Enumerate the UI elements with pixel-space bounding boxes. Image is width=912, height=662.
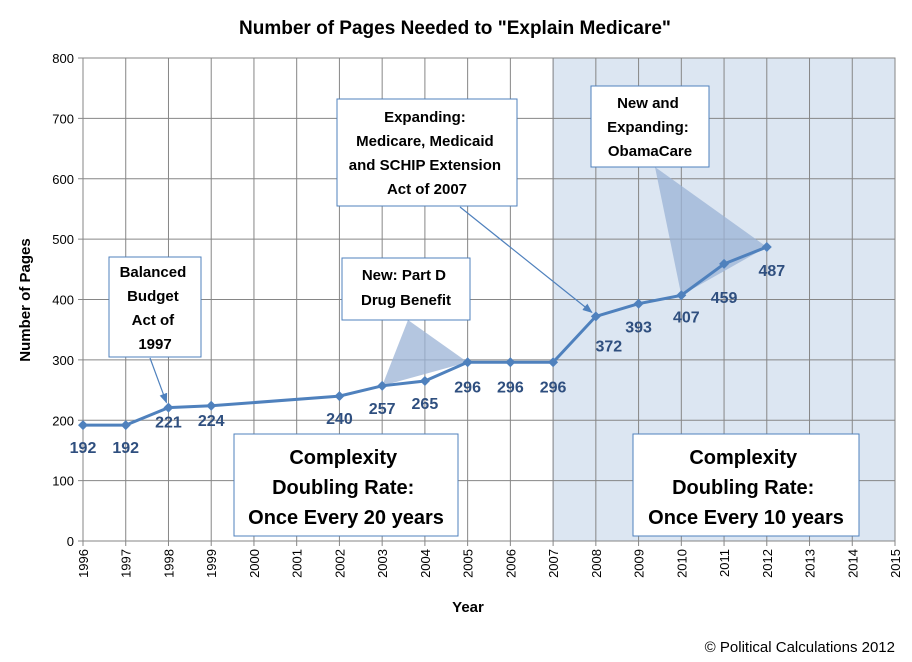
data-label: 240 bbox=[326, 411, 353, 428]
x-tick-label: 2008 bbox=[589, 549, 604, 578]
data-point bbox=[163, 402, 174, 413]
data-point bbox=[505, 357, 516, 368]
x-tick-label: 2009 bbox=[632, 549, 647, 578]
callout-part-d-text: New: Part D Drug Benefit bbox=[361, 267, 451, 309]
doubling-box-20-years-text: Complexity Doubling Rate: Once Every 20 … bbox=[248, 447, 444, 529]
x-axis-ticks: 1996 1997 1998 1999 2000 2001 2002 2003 2004 2005… bbox=[76, 541, 903, 578]
callout-schip-text: Expanding: Medicare, Medicaid and SCHIP … bbox=[349, 109, 505, 198]
y-axis-label: Number of Pages bbox=[17, 238, 34, 361]
data-point bbox=[719, 258, 730, 269]
data-label: 192 bbox=[112, 440, 139, 457]
y-tick-label: 200 bbox=[52, 413, 74, 428]
x-tick-label: 2007 bbox=[546, 549, 561, 578]
data-point bbox=[548, 357, 559, 368]
data-point bbox=[761, 241, 772, 252]
x-tick-label: 2011 bbox=[717, 549, 732, 577]
x-tick-label: 2002 bbox=[332, 549, 347, 578]
x-tick-label: 2014 bbox=[845, 549, 860, 578]
callout-balanced-budget: Balanced Budget Act of 1997 bbox=[108, 256, 202, 358]
y-tick-label: 100 bbox=[52, 474, 74, 489]
x-tick-label: 1998 bbox=[161, 549, 176, 578]
data-point bbox=[206, 400, 217, 411]
y-axis-ticks: 0 100 200 300 400 500 600 700 800 bbox=[52, 51, 83, 549]
chart-title: Number of Pages Needed to "Explain Medic… bbox=[239, 18, 671, 39]
y-tick-label: 0 bbox=[67, 534, 74, 549]
data-label: 372 bbox=[595, 338, 622, 355]
callout-schip: Expanding: Medicare, Medicaid and SCHIP … bbox=[336, 98, 518, 207]
partd-callout-wedge bbox=[382, 320, 468, 386]
data-point bbox=[462, 357, 473, 368]
x-tick-label: 2004 bbox=[418, 549, 433, 578]
x-tick-label: 1999 bbox=[204, 549, 219, 578]
data-label: 265 bbox=[412, 396, 439, 413]
callout-obamacare: New and Expanding: ObamaCare bbox=[590, 85, 710, 168]
x-tick-label: 1996 bbox=[76, 549, 91, 578]
y-tick-label: 800 bbox=[52, 51, 74, 66]
x-tick-label: 2001 bbox=[290, 549, 305, 578]
data-points bbox=[78, 241, 772, 431]
data-label: 296 bbox=[540, 379, 567, 396]
x-tick-label: 1997 bbox=[119, 549, 134, 578]
data-label: 224 bbox=[198, 413, 225, 430]
balanced-budget-arrow bbox=[149, 357, 168, 404]
x-axis-label: Year bbox=[452, 599, 484, 616]
doubling-box-10-years-text: Complexity Doubling Rate: Once Every 10 … bbox=[648, 447, 844, 529]
y-tick-label: 700 bbox=[52, 111, 74, 126]
y-tick-label: 500 bbox=[52, 232, 74, 247]
callout-part-d: New: Part D Drug Benefit bbox=[341, 257, 471, 321]
data-label: 407 bbox=[673, 309, 700, 326]
data-label: 393 bbox=[625, 320, 652, 337]
x-tick-label: 2013 bbox=[803, 549, 818, 578]
doubling-box-10-years: Complexity Doubling Rate: Once Every 10 … bbox=[632, 433, 860, 537]
data-point bbox=[676, 290, 687, 301]
x-tick-label: 2012 bbox=[760, 549, 775, 578]
y-tick-label: 400 bbox=[52, 293, 74, 308]
y-tick-label: 300 bbox=[52, 353, 74, 368]
y-tick-label: 600 bbox=[52, 172, 74, 187]
data-point bbox=[419, 376, 430, 387]
data-point bbox=[590, 311, 601, 322]
x-tick-label: 2000 bbox=[247, 549, 262, 578]
callout-balanced-budget-text: Balanced Budget Act of 1997 bbox=[120, 264, 191, 353]
callout-obamacare-text: New and Expanding: ObamaCare bbox=[607, 95, 693, 160]
x-tick-label: 2003 bbox=[375, 549, 390, 578]
data-label: 296 bbox=[497, 379, 524, 396]
data-label: 459 bbox=[711, 290, 738, 307]
doubling-box-20-years: Complexity Doubling Rate: Once Every 20 … bbox=[233, 433, 459, 537]
data-point bbox=[120, 420, 131, 431]
x-tick-label: 2006 bbox=[503, 549, 518, 578]
data-point bbox=[633, 298, 644, 309]
data-point bbox=[78, 420, 88, 431]
obamacare-callout-wedge bbox=[655, 167, 767, 296]
data-point bbox=[377, 380, 388, 391]
credit-text: © Political Calculations 2012 bbox=[705, 639, 895, 656]
x-tick-label: 2005 bbox=[461, 549, 476, 578]
data-label: 487 bbox=[758, 263, 785, 280]
data-label: 192 bbox=[70, 440, 97, 457]
x-tick-label: 2015 bbox=[888, 549, 903, 578]
data-point bbox=[334, 391, 345, 402]
data-label: 221 bbox=[155, 415, 182, 432]
x-tick-label: 2010 bbox=[674, 549, 689, 578]
data-label: 257 bbox=[369, 401, 396, 418]
schip-arrow bbox=[459, 206, 593, 314]
data-label: 296 bbox=[454, 379, 481, 396]
